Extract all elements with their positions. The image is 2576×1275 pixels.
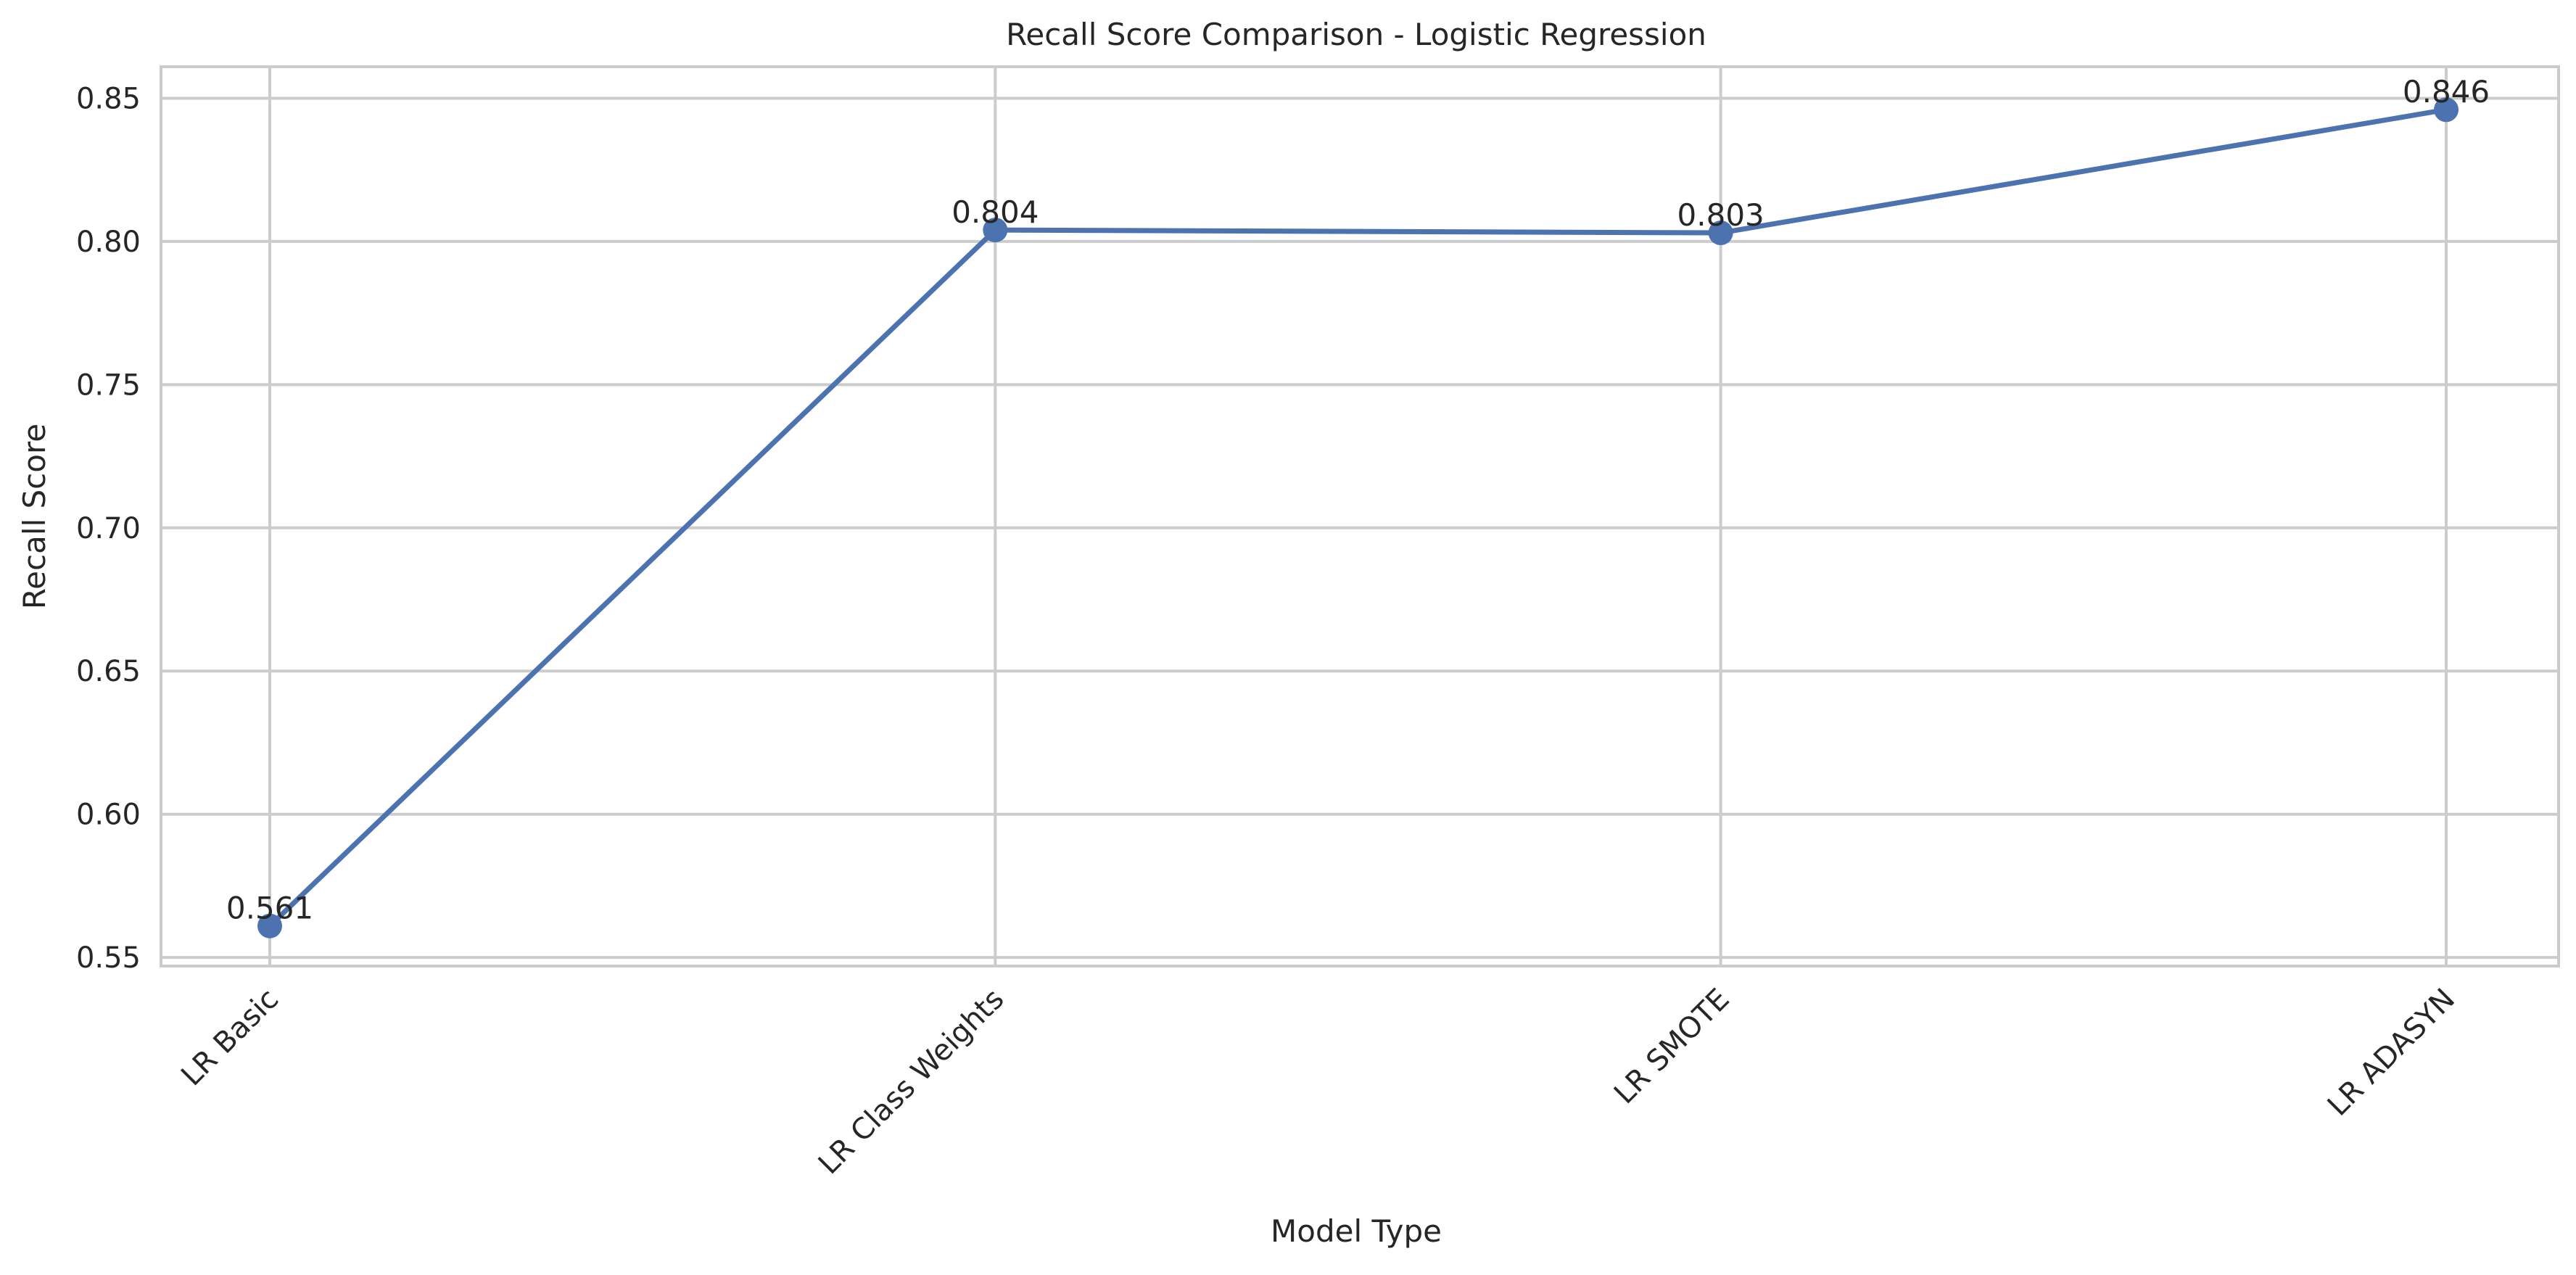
y-tick-label: 0.80 xyxy=(76,226,141,259)
data-label: 0.846 xyxy=(2403,74,2490,110)
data-point xyxy=(983,218,1008,243)
data-point xyxy=(2434,97,2459,123)
y-axis-ticks: 0.55 0.60 0.65 0.70 0.75 0.80 0.85 xyxy=(76,82,141,975)
y-tick-label: 0.85 xyxy=(76,82,141,115)
data-label: 0.804 xyxy=(951,194,1039,230)
y-tick-label: 0.70 xyxy=(76,512,141,545)
data-label: 0.561 xyxy=(226,891,313,926)
y-tick-label: 0.75 xyxy=(76,368,141,402)
data-label: 0.803 xyxy=(1677,197,1764,233)
y-tick-label: 0.55 xyxy=(76,941,141,975)
y-tick-label: 0.60 xyxy=(76,799,141,832)
data-point xyxy=(1708,220,1733,246)
y-axis-label: Recall Score xyxy=(17,424,52,609)
x-axis-label: Model Type xyxy=(1271,1213,1442,1249)
plot-area-frame xyxy=(160,65,2560,967)
gridlines xyxy=(161,67,2559,966)
series-layer: 0.561 0.804 0.803 0.846 xyxy=(226,74,2490,938)
data-point xyxy=(257,913,282,938)
y-tick-label: 0.65 xyxy=(76,655,141,688)
chart-title: Recall Score Comparison - Logistic Regre… xyxy=(1006,17,1706,52)
series-line xyxy=(267,107,2449,929)
